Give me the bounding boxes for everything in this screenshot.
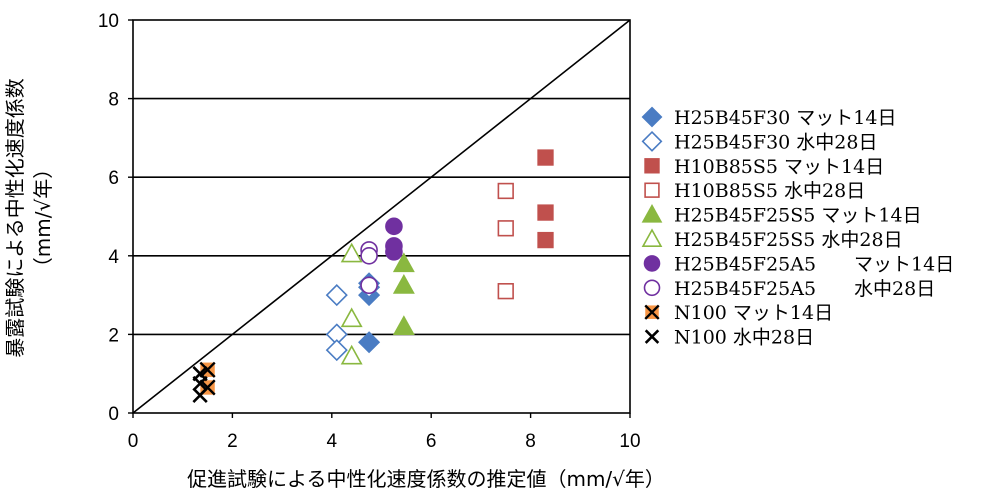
legend-marker (644, 158, 660, 174)
data-point (358, 331, 381, 354)
data-point (340, 344, 363, 365)
y-axis-label: 暴露試験による中性化速度係数 (3, 78, 27, 357)
data-point (192, 375, 208, 392)
legend-label: H10B85S5 水中28日 (674, 180, 865, 202)
data-point (392, 315, 415, 336)
data-point (325, 339, 348, 362)
x-axis-label: 促進試験による中性化速度係数の推定値（mm/√年） (187, 467, 665, 491)
legend-item: N100 マット14日 (644, 302, 833, 324)
legend-item: H25B45F25A5 マット14日 (643, 253, 954, 275)
legend-label: H10B85S5 マット14日 (674, 156, 884, 178)
legend-marker (644, 329, 660, 344)
x-tick-label: 10 (619, 431, 640, 452)
legend-item: H25B45F25S5 水中28日 (641, 228, 903, 251)
series-10 (192, 366, 208, 403)
legend-marker (644, 304, 660, 320)
legend-label: H25B45F25A5 マット14日 (674, 253, 954, 275)
diagonal-line (132, 19, 631, 414)
data-point (360, 247, 378, 265)
plot-frame (132, 19, 631, 414)
legend-marker (641, 130, 663, 152)
y-tick-label: 4 (108, 247, 119, 268)
legend-item: H25B45F30 マット14日 (641, 106, 896, 129)
legend-item: H25B45F25S5 マット14日 (641, 203, 922, 227)
data-points (192, 149, 554, 403)
grid-lines (133, 97, 630, 336)
data-point (392, 274, 415, 294)
marker-cross (644, 304, 660, 320)
plot-border (132, 19, 631, 414)
y-tick-label: 0 (108, 404, 119, 425)
legend-item: H10B85S5 マット14日 (644, 156, 884, 178)
data-point (325, 284, 348, 307)
data-point (497, 182, 514, 200)
x-tick-label: 6 (426, 431, 437, 452)
legend-marker (641, 203, 663, 223)
series-9 (199, 361, 216, 396)
x-tick-label: 2 (227, 431, 238, 452)
legend-marker (643, 255, 661, 272)
series-8 (360, 241, 378, 295)
legend-marker (643, 279, 661, 297)
data-point (537, 204, 554, 221)
reference-line (132, 19, 631, 414)
legend-item: N100 水中28日 (644, 327, 814, 349)
legend-item: H25B45F25A5 水中28日 (643, 278, 935, 300)
y-tick-label: 10 (98, 11, 119, 32)
data-point (385, 217, 403, 236)
legend-label: H25B45F30 マット14日 (674, 107, 896, 129)
data-point (340, 242, 363, 263)
series-3 (537, 149, 554, 249)
data-point (192, 387, 208, 403)
legend-marker (641, 106, 663, 128)
tick-labels: 0 2 4 6 8 10 0 2 4 6 8 10 (98, 11, 641, 452)
legend-marker (641, 228, 663, 247)
legend-label: H25B45F25S5 マット14日 (674, 205, 922, 227)
data-point (199, 361, 216, 378)
series-4 (497, 182, 514, 300)
x-tick-label: 0 (128, 431, 139, 452)
legend-label: H25B45F25S5 水中28日 (674, 229, 903, 251)
legend-item: H25B45F30 水中28日 (641, 130, 877, 153)
legend-label: H25B45F30 水中28日 (674, 131, 877, 153)
legend-item: H10B85S5 水中28日 (644, 180, 865, 202)
legend-marker (644, 182, 660, 198)
data-point (385, 243, 403, 261)
series-5 (392, 252, 415, 336)
y-tick-label: 8 (108, 90, 119, 111)
data-point (537, 231, 554, 249)
data-point (497, 220, 514, 237)
series-7 (385, 217, 403, 261)
data-point (537, 149, 554, 166)
x-tick-label: 4 (327, 431, 338, 452)
y-tick-label: 2 (108, 325, 119, 346)
legend-label: N100 マット14日 (674, 302, 833, 324)
legend-label: H25B45F25A5 水中28日 (674, 278, 935, 300)
x-tick-label: 8 (525, 431, 536, 452)
data-point (340, 307, 363, 328)
data-point (497, 283, 514, 300)
y-tick-label: 6 (108, 168, 119, 189)
series-6 (340, 242, 363, 365)
data-point (392, 252, 415, 273)
legend-label: N100 水中28日 (674, 327, 814, 349)
data-point (360, 276, 378, 295)
y-axis-unit-label: （mm/√年） (31, 159, 55, 277)
